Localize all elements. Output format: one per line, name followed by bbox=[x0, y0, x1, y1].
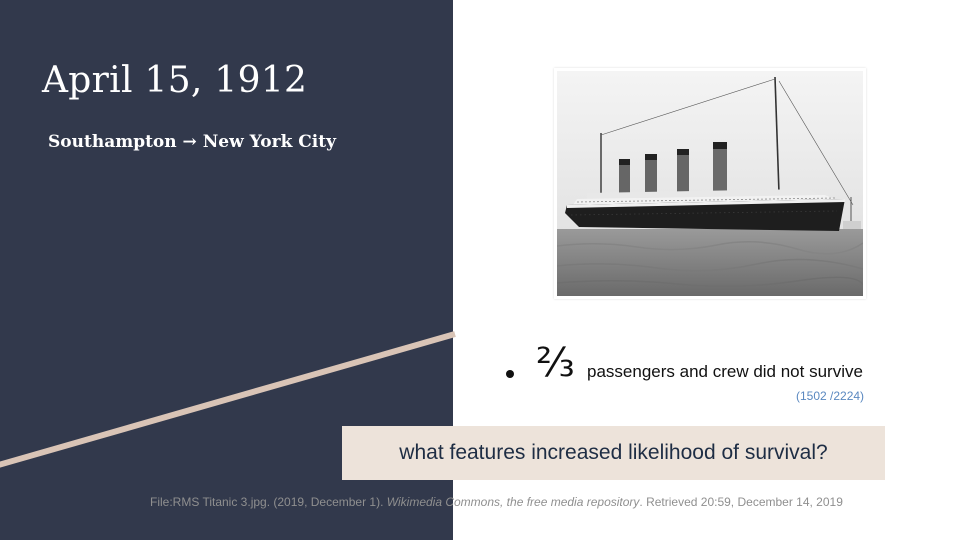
titanic-photo bbox=[554, 68, 866, 299]
question-text: what features increased likelihood of su… bbox=[399, 441, 828, 464]
question-box: what features increased likelihood of su… bbox=[342, 426, 885, 480]
route-subtitle: Southampton → New York City bbox=[48, 132, 336, 152]
survival-stat-text: passengers and crew did not survive bbox=[587, 362, 863, 381]
slide-title: April 15, 1912 bbox=[42, 60, 308, 101]
two-thirds-fraction: ⅔ bbox=[536, 340, 575, 386]
image-citation: File:RMS Titanic 3.jpg. (2019, December … bbox=[150, 495, 843, 509]
survival-count-note: (1502 /2224) bbox=[796, 389, 865, 403]
bullet-dot bbox=[506, 370, 514, 378]
citation-part1: File:RMS Titanic 3.jpg. (2019, December … bbox=[150, 495, 387, 509]
titanic-ship-image bbox=[557, 71, 863, 296]
citation-italic: Wikimedia Commons, the free media reposi… bbox=[386, 495, 640, 509]
citation-part2: . Retrieved 20:59, December 14, 2019 bbox=[639, 495, 843, 509]
